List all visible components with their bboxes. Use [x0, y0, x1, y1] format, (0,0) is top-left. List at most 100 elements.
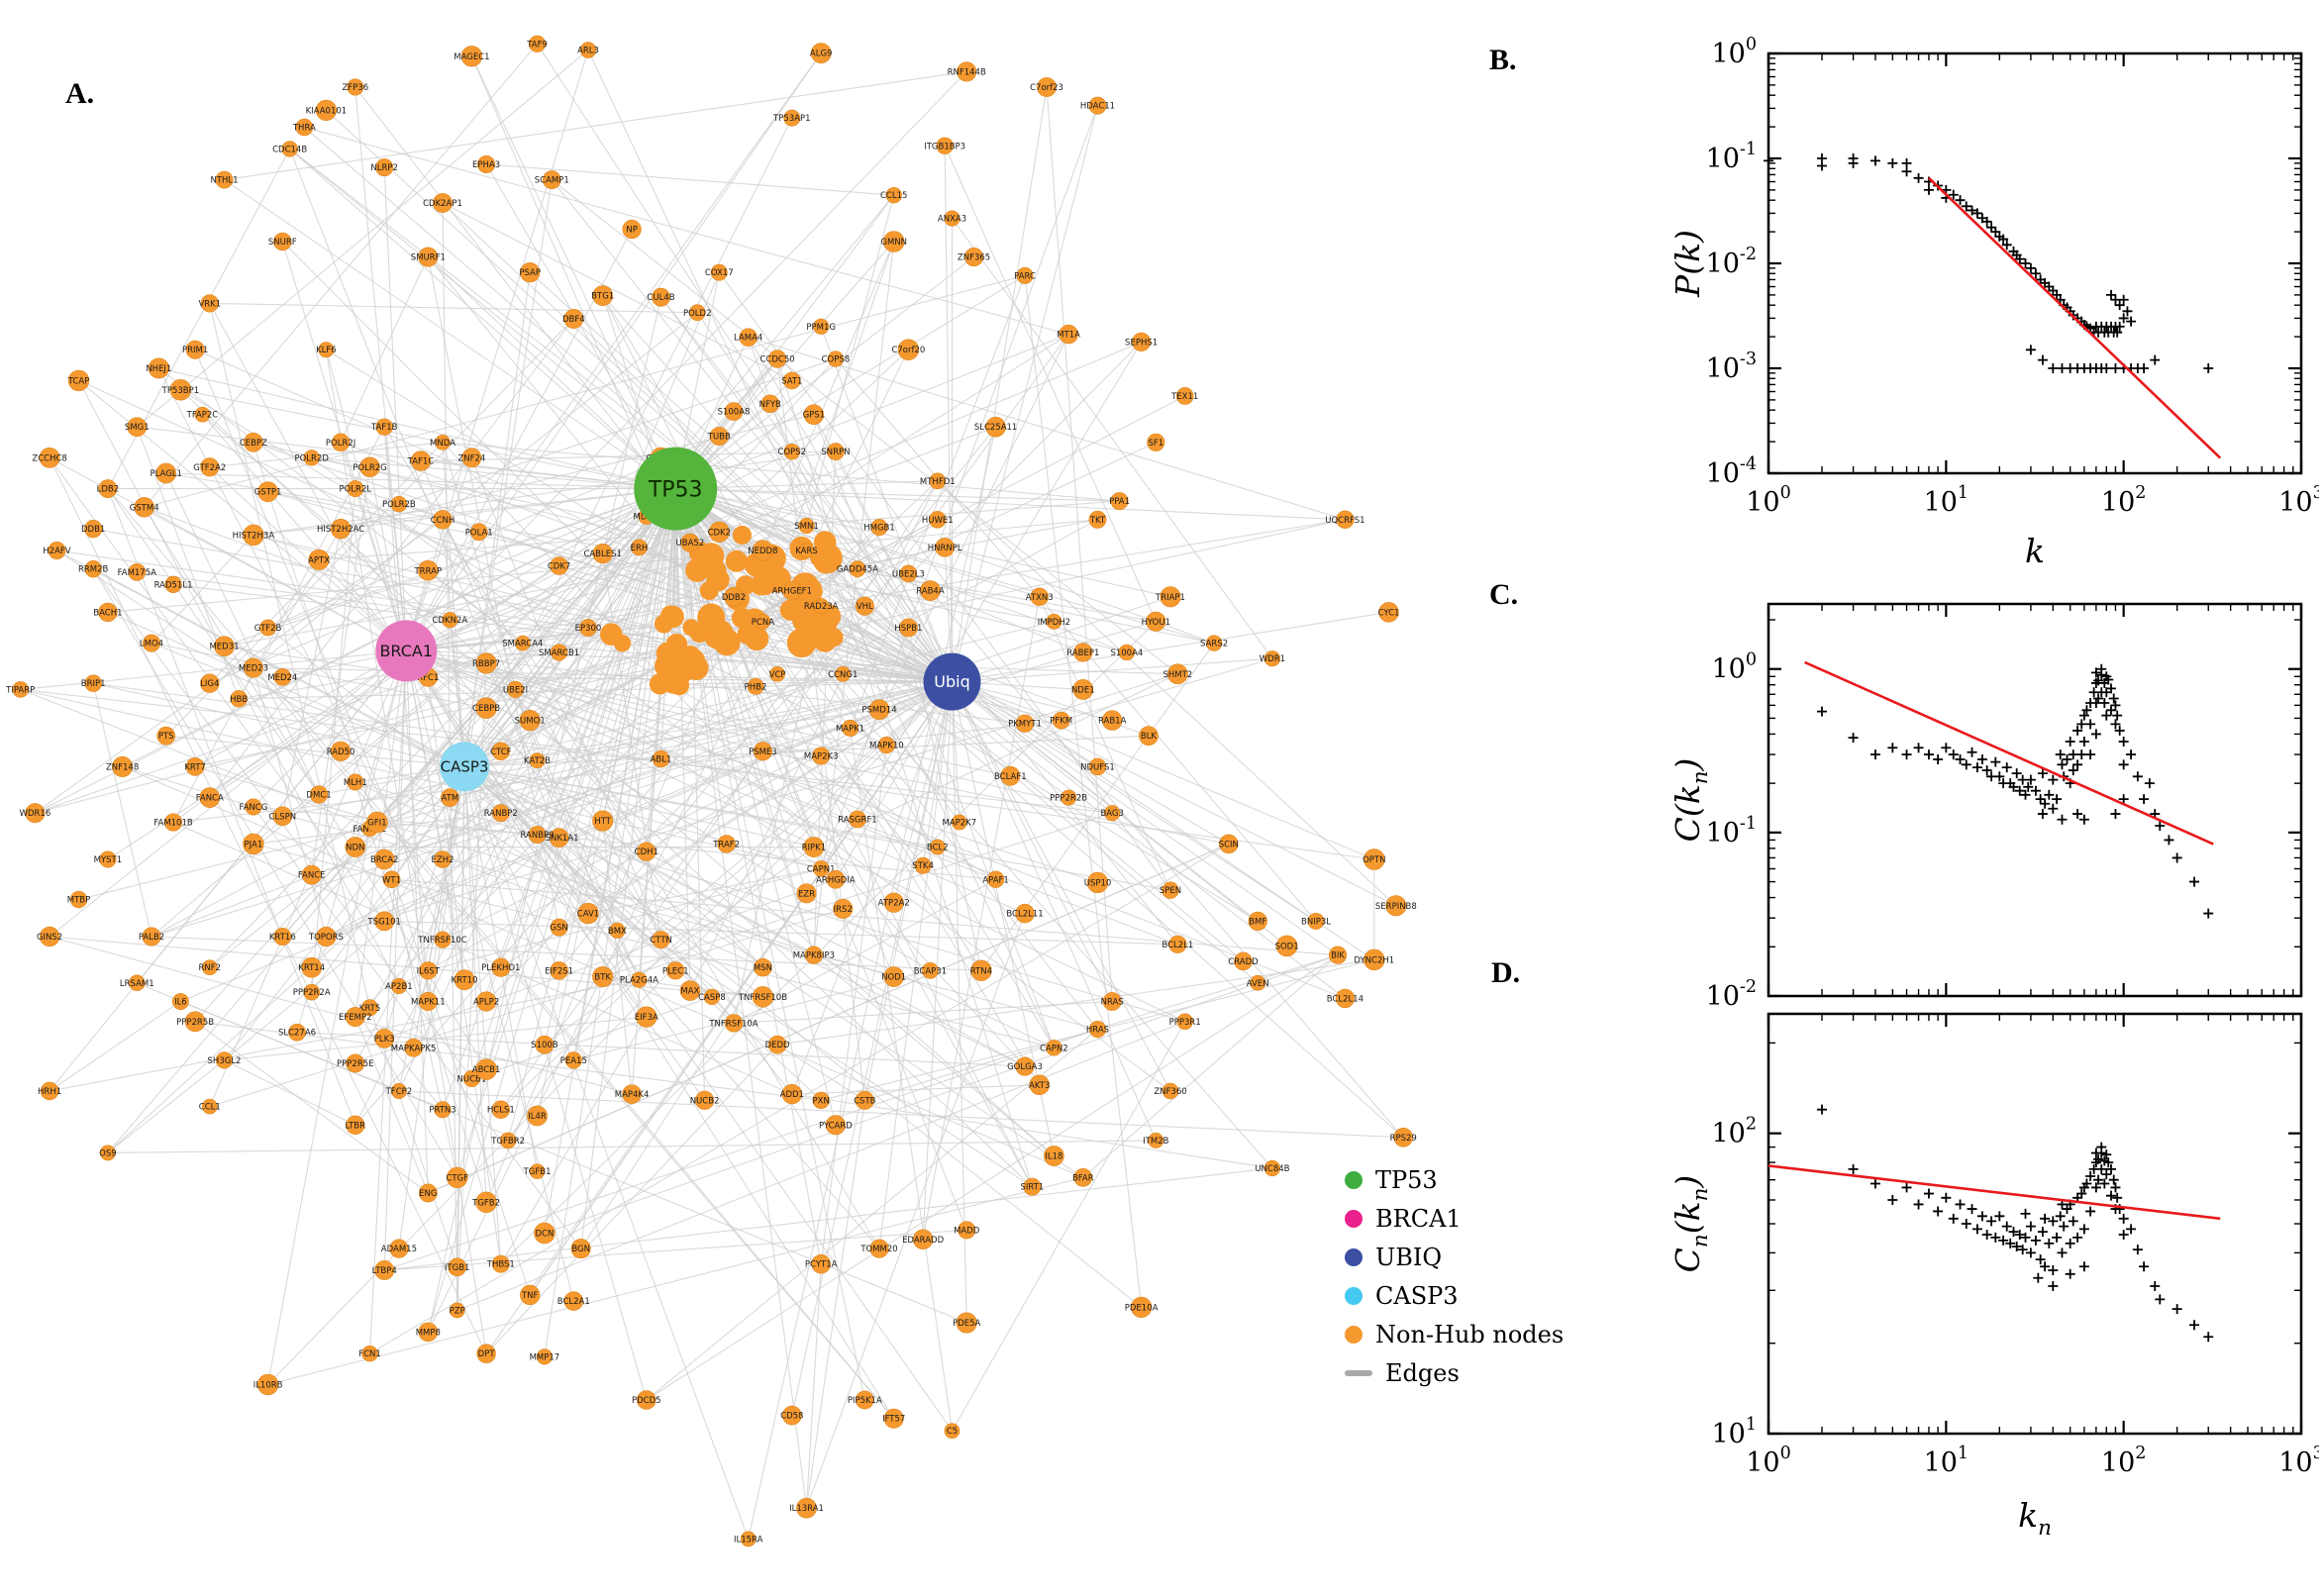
network-node: TGFB1 [523, 1163, 552, 1179]
network-node: RRM2B [78, 560, 109, 578]
network-node-label: SOD1 [1275, 942, 1299, 951]
network-node-label: SLC27A6 [278, 1029, 316, 1039]
network-node-label: SIRT1 [1020, 1183, 1044, 1193]
network-node-label: S100B [531, 1041, 558, 1050]
network-node-label: DMC1 [306, 790, 331, 800]
network-graph: MAGEC1 TAF9 ARL3 ALG9 RNF144B C7orf23 HDAC11 ZF… [5, 35, 1417, 1547]
network-node-label: GOLGA3 [1007, 1062, 1043, 1072]
network-node-label: BAG3 [1100, 809, 1124, 819]
network-node-label: BCAP31 [914, 966, 947, 976]
network-node: POLR2L [339, 480, 371, 498]
network-node-label: SERPINB8 [1375, 902, 1417, 912]
node-swatch-icon [1345, 1248, 1363, 1266]
network-node-label: HTT [594, 817, 611, 827]
network-node-label: KIAA0101 [306, 106, 348, 116]
network-node-label: BIK [1331, 951, 1345, 961]
network-node: CCL15 [880, 187, 907, 204]
network-node: ERH [631, 539, 648, 556]
network-node-label: THRA [292, 124, 316, 134]
network-node: S100B [531, 1035, 558, 1054]
axis-ticks [1767, 51, 2303, 475]
network-node-label: MED24 [267, 673, 297, 683]
network-node-label: ARL3 [577, 47, 599, 56]
network-node-label: COPS2 [778, 448, 807, 457]
network-node: MYST1 [94, 850, 122, 868]
network-node-label: UQCRFS1 [1325, 516, 1364, 526]
network-node-label: ADAM15 [381, 1245, 417, 1254]
axis-tick-label: 101 [1711, 1415, 1757, 1449]
network-node-label: HUWE1 [922, 516, 954, 526]
network-node-label: IL6 [174, 998, 187, 1008]
network-node: TAF9 [526, 35, 548, 52]
x-axis-label: kn [2018, 1496, 2052, 1541]
network-node-label: CDK2AP1 [423, 199, 462, 209]
network-node: MADD [954, 1221, 980, 1240]
network-node: ARL3 [577, 42, 599, 58]
network-node-label: PCYT1A [805, 1260, 838, 1270]
network-node: CD58 [780, 1405, 803, 1426]
network-node: USP10 [1084, 871, 1111, 894]
network-node: RABEP1 [1066, 643, 1099, 662]
network-node: GPS1 [803, 404, 825, 425]
network-node-label: KAT2B [524, 756, 551, 766]
network-node: SOD1 [1275, 935, 1299, 957]
y-axis-label: P(k) [1668, 230, 1707, 298]
network-node: TP53BP1 [161, 379, 199, 401]
network-node-label: BCL2A1 [557, 1297, 590, 1307]
network-node-label: NDE1 [1071, 685, 1095, 695]
network-node-label: SMG1 [125, 423, 150, 433]
network-node-label: BTG1 [591, 292, 614, 302]
network-node-label: COPS8 [822, 355, 851, 365]
network-node-label: FANCG [239, 803, 267, 813]
network-node-label: PSAP [519, 268, 541, 278]
network-node-label: IL4R [528, 1112, 547, 1122]
network-node: NEDD8 [748, 540, 778, 561]
network-node-label: RANBP9 [520, 831, 554, 841]
network-node-label: NLRP2 [370, 163, 398, 173]
network-node-label: CD58 [780, 1412, 803, 1422]
network-node-label: LIG4 [200, 679, 219, 689]
network-node-label: DCN [535, 1230, 554, 1240]
network-node-label: PEA15 [560, 1056, 587, 1066]
y-axis-label: Cn(kn) [1668, 1175, 1713, 1273]
network-node-label: PALB2 [139, 933, 164, 943]
network-node: SUMO1 [515, 710, 546, 732]
network-node: DDB1 [81, 520, 105, 539]
network-node-label: ABCB1 [472, 1065, 501, 1075]
network-node-label: CCL1 [199, 1103, 221, 1113]
network-node: CRADD [1228, 951, 1259, 971]
scatter-points [1816, 1104, 2214, 1343]
network-node-label: VHL [857, 602, 873, 612]
network-node: NP [622, 219, 642, 240]
network-node: CAPN2 [1040, 1040, 1068, 1056]
network-node: AKT3 [1029, 1074, 1050, 1096]
network-node-label: C7orf20 [891, 346, 925, 355]
hub-node-label: BRCA1 [379, 642, 433, 660]
network-node: BFAR [1072, 1168, 1094, 1187]
network-node: SPEN [1160, 881, 1181, 899]
network-node: CEBPB [472, 697, 500, 719]
network-node-label: ARHGEF1 [772, 587, 812, 597]
axis-tick-label: 10-4 [1706, 454, 1757, 489]
network-node: ADD1 [780, 1083, 804, 1105]
network-node-label: MT1A [1057, 331, 1080, 341]
legend-item-casp3: CASP3 [1345, 1282, 1564, 1310]
network-node-label: RASGRF1 [838, 815, 877, 825]
network-node: BCAP31 [914, 961, 947, 979]
network-node: SLC25A11 [974, 416, 1017, 438]
network-node: WT1 [382, 870, 401, 889]
network-node: SEPHS1 [1125, 332, 1158, 351]
scatter-points [1764, 153, 2214, 373]
network-node-label: TAF1C [407, 457, 435, 467]
network-node-label: OPTN [1363, 855, 1385, 865]
network-node-label: LDB2 [97, 485, 120, 495]
network-node: ABCB1 [472, 1058, 501, 1080]
network-node: PKMYT1 [1008, 714, 1042, 733]
network-node: OPTN [1363, 848, 1385, 870]
network-node: IRS2 [833, 898, 854, 919]
network-node: UBE2L3 [892, 564, 925, 583]
network-node-label: CCNG1 [828, 670, 858, 680]
network-node: DDB2 [722, 586, 746, 607]
panel-b-label: B. [1489, 44, 1517, 76]
